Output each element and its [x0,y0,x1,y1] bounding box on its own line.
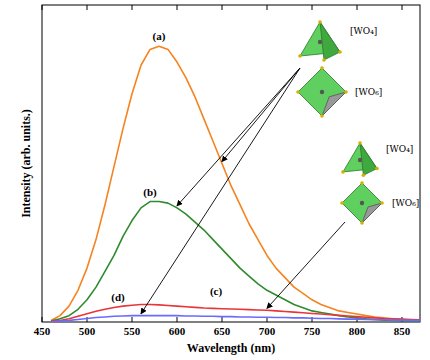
series-label: (a) [153,30,166,43]
x-tick-label: 550 [124,325,141,337]
x-tick-label: 700 [259,325,276,337]
structure-label: [WO₄] [386,144,413,154]
x-tick-label: 850 [394,325,411,337]
oxygen [338,50,342,54]
structure-inset [296,20,384,225]
arrow [267,222,345,308]
x-tick [222,317,223,322]
spectrum-line [51,46,420,320]
oxygen [296,90,300,94]
oxygen [340,201,344,205]
x-tick-top [402,5,403,10]
octahedron [298,68,346,116]
series-label: (d) [111,291,125,304]
x-tick-top [312,5,313,10]
x-tick-label: 450 [34,325,51,337]
x-tick-top [87,5,88,10]
oxygen [360,221,364,225]
oxygen [298,54,302,58]
x-tick-top [267,5,268,10]
tetrahedron-face [360,143,377,175]
series-label: (c) [210,285,223,298]
chart: 450 500 550 600 650 700 750 800 850 Wavelength (n… [0,0,430,360]
x-tick-top [222,5,223,10]
y-axis-title: Intensity (arb. units.) [19,109,33,218]
atom [358,158,362,162]
octahedron [342,183,382,223]
x-tick [42,317,43,322]
oxygen [360,181,364,185]
series-label: (b) [143,186,157,199]
x-tick-label: 600 [169,325,186,337]
arrow [222,68,300,162]
atom [318,40,322,44]
x-tick-top [132,5,133,10]
plot-frame [42,5,420,322]
oxygen [375,167,379,171]
x-tick-top [177,5,178,10]
octahedron-face [362,203,382,223]
structure-label: [WO₆] [392,198,419,208]
oxygen [318,20,322,24]
oxygen [358,141,362,145]
arrow [141,68,300,314]
oxygen [341,170,345,174]
x-tick [177,317,178,322]
x-tick [132,317,133,322]
oxygen [322,58,326,62]
tetrahedron-face [320,22,340,60]
oxygen [344,90,348,94]
structure-label: [WO₄] [350,26,377,36]
atom [360,201,364,205]
atom [320,90,324,94]
oxygen [362,174,366,178]
x-tick-label: 650 [214,325,231,337]
spectrum-line [51,316,420,322]
x-tick-top [42,5,43,10]
x-tick-label: 500 [79,325,96,337]
spectrum-line [51,305,420,322]
plot-area [51,46,420,321]
spectrum-line [51,202,420,322]
oxygen [320,114,324,118]
oxygen [320,66,324,70]
structure-label: [WO₆] [355,87,382,97]
arrow [177,68,300,206]
x-tick-top [357,5,358,10]
oxygen [380,201,384,205]
x-tick-label: 750 [304,325,321,337]
x-tick-label: 800 [349,325,366,337]
x-axis-title: Wavelength (nm) [187,341,275,355]
octahedron-face [322,92,346,116]
